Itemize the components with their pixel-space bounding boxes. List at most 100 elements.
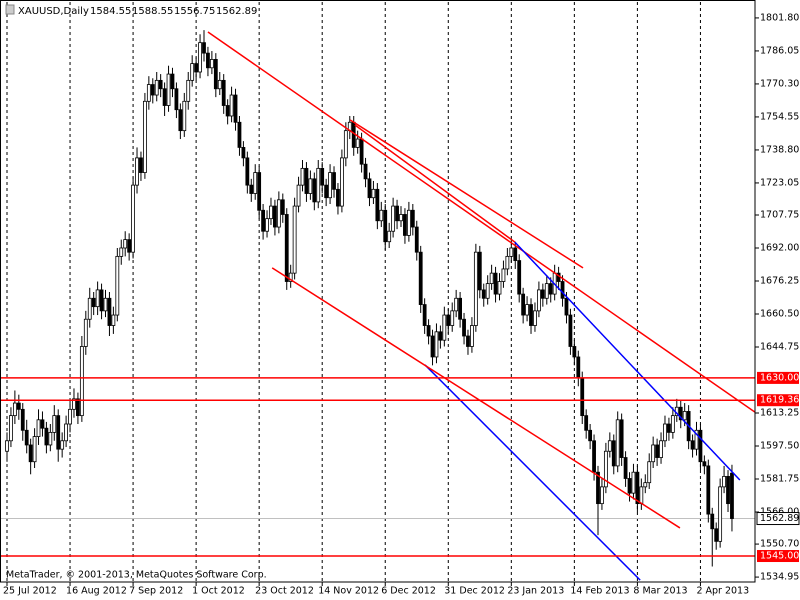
candle-body (497, 281, 502, 295)
candle-body (580, 377, 585, 417)
candle-body (521, 293, 526, 316)
candle-body (87, 297, 92, 320)
y-tick-label: 1660.50 (760, 309, 799, 320)
x-tick-label: 25 Jul 2012 (3, 586, 57, 597)
candle-body (139, 157, 143, 173)
candle-body (473, 251, 478, 326)
candle-body (12, 402, 17, 417)
candle-body (525, 304, 529, 316)
candle-body (131, 184, 135, 253)
candle-body (229, 94, 234, 117)
candle-body (667, 423, 671, 433)
y-tick-label: 1676.25 (760, 275, 799, 286)
candle-body (383, 209, 388, 243)
candle-body (529, 304, 533, 326)
candle-body (280, 199, 285, 215)
level-label-box (757, 394, 799, 407)
candle-body (722, 475, 726, 488)
candle-body (265, 218, 269, 232)
y-tick-label: 1770.30 (760, 78, 799, 89)
candle-body (450, 310, 455, 326)
candle-body (253, 172, 258, 194)
x-tick-label: 31 Dec 2012 (444, 586, 505, 597)
candle-body (174, 88, 179, 111)
y-tick-label: 1692.00 (760, 242, 799, 253)
x-tick-label: 14 Feb 2013 (570, 586, 629, 597)
candle-body (391, 205, 396, 232)
candle-body (119, 247, 124, 257)
candle-body (493, 272, 498, 295)
candle-body (269, 205, 273, 220)
candle-body (655, 444, 659, 458)
candle-body (304, 167, 309, 194)
x-tick-label: 2 Apr 2013 (696, 586, 749, 597)
candle-body (68, 408, 72, 425)
candle-body (115, 255, 120, 316)
candle-body (615, 419, 620, 467)
candle-body (312, 178, 317, 203)
candle-body (237, 121, 242, 148)
candle-body (371, 188, 376, 199)
candle-body (454, 297, 459, 312)
candle-body (99, 289, 104, 312)
x-tick-label: 16 Aug 2012 (66, 586, 127, 597)
plot-area (0, 30, 755, 581)
candle-body (387, 230, 392, 243)
candle-body (379, 209, 384, 222)
last-price-box (756, 512, 800, 526)
candle-body (434, 331, 439, 358)
candle-body (403, 214, 407, 236)
candle-body (422, 304, 427, 326)
candle-body (603, 450, 608, 488)
candle-body (446, 314, 451, 326)
candle-body (466, 335, 470, 347)
candle-body (28, 444, 33, 463)
candle-body (690, 440, 695, 450)
candle-body (623, 457, 628, 479)
candle-body (517, 260, 522, 295)
candle-body (659, 440, 663, 458)
candle-body (718, 486, 723, 542)
candle-body (95, 289, 100, 308)
level-label: 1545.00 (760, 551, 799, 562)
candle-body (442, 314, 447, 341)
candle-body (399, 214, 403, 222)
candle-body (107, 297, 112, 326)
trend-line (349, 119, 584, 269)
candle-body (241, 147, 246, 159)
candle-body (619, 419, 624, 458)
trend-line (514, 241, 741, 481)
candle-body (670, 415, 675, 433)
candle-body (682, 411, 687, 421)
candle-body (206, 52, 210, 69)
candle-body (355, 138, 360, 148)
candle-body (135, 157, 139, 186)
candle-body (32, 436, 37, 463)
candle-body (647, 461, 652, 484)
trend-line (271, 267, 681, 529)
candle-body (548, 283, 553, 295)
candle-body (470, 325, 474, 347)
candle-body (438, 331, 443, 341)
candle-body (257, 172, 262, 211)
candle-body (178, 109, 183, 132)
candle-body (52, 415, 57, 433)
candle-body (40, 419, 45, 429)
candle-body (426, 325, 431, 337)
candle-body (395, 205, 399, 222)
symbol: XAUUSD,Daily (18, 6, 89, 17)
candle-body (103, 297, 108, 312)
candle-body (406, 209, 411, 236)
candle-body (489, 272, 494, 285)
y-tick-label: 1723.05 (760, 177, 799, 188)
candle-body (249, 184, 254, 194)
level-label: 1619.36 (760, 395, 799, 406)
candle-body (20, 408, 25, 431)
candle-body (698, 429, 703, 463)
candle-body (410, 209, 415, 228)
candle-body (702, 461, 707, 467)
axes: 1801.80 1786.05 1770.30 1754.55 1738.80 1723.… (3, 12, 800, 597)
candle-body (544, 283, 549, 299)
header-low: 1556.75 (174, 6, 215, 17)
y-tick-label: 1613.25 (760, 408, 799, 419)
